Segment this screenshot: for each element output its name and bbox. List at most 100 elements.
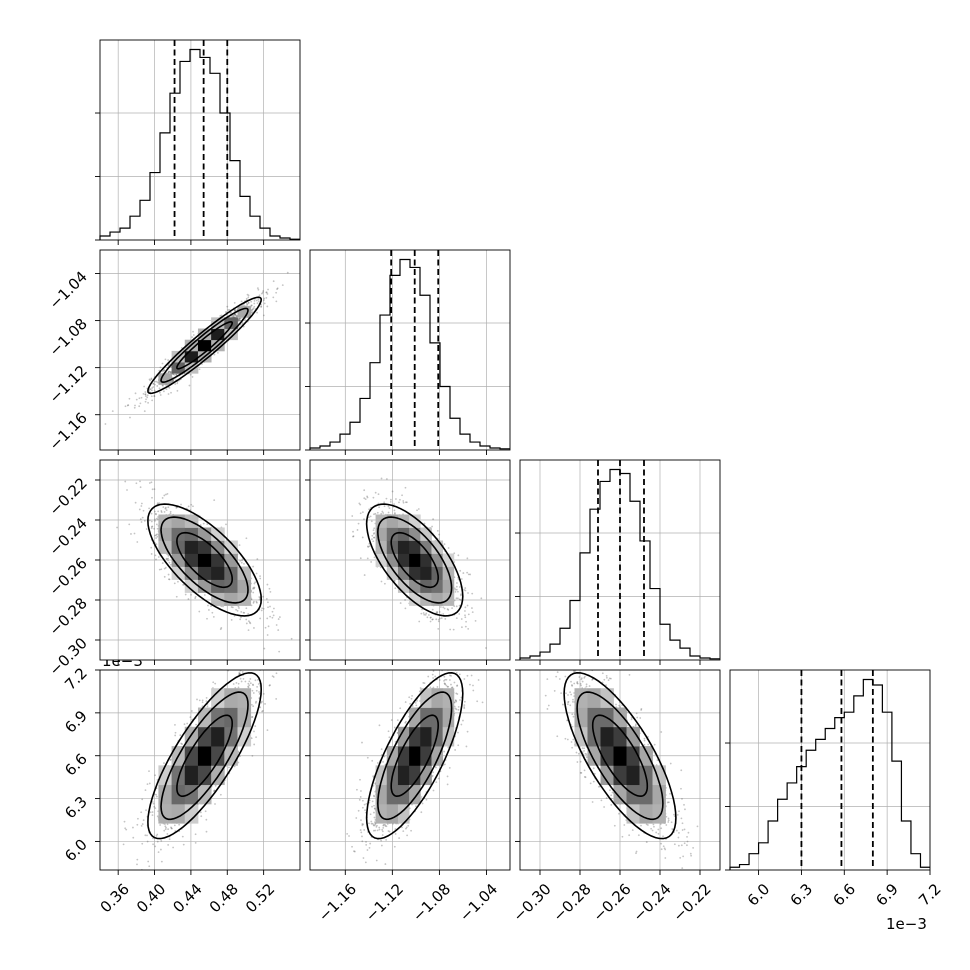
scatter-point (140, 502, 143, 505)
scatter-point (238, 673, 241, 675)
density-cell (409, 553, 421, 567)
scatter-point (192, 505, 194, 508)
scatter-point (130, 533, 132, 535)
scatter-point (234, 309, 237, 312)
scatter-point (417, 508, 420, 510)
scatter-point (190, 593, 192, 596)
scatter-point (464, 589, 467, 592)
density-cell (184, 362, 199, 374)
scatter-point (191, 376, 194, 378)
density-cell (420, 566, 432, 580)
scatter-point (373, 513, 375, 516)
scatter-point (214, 784, 217, 787)
scatter-point (181, 743, 184, 745)
scatter-point (265, 291, 268, 294)
scatter-point (266, 305, 269, 308)
scatter-point (371, 534, 374, 537)
scatter-point (206, 617, 208, 620)
scatter-point (220, 627, 223, 629)
scatter-point (167, 393, 170, 395)
scatter-point (182, 583, 185, 586)
scatter-point (150, 527, 153, 530)
scatter-point (153, 527, 155, 530)
scatter-point (385, 497, 388, 500)
scatter-point (233, 301, 236, 304)
density-cell (237, 579, 252, 593)
scatter-point (159, 394, 162, 396)
scatter-point (165, 557, 168, 560)
scatter-point (149, 388, 152, 391)
scatter-point (205, 830, 208, 833)
scatter-point (455, 585, 458, 588)
scatter-point (135, 398, 138, 401)
scatter-point (151, 389, 153, 392)
scatter-point (247, 294, 250, 297)
scatter-point (247, 663, 249, 665)
scatter-point (150, 525, 153, 528)
scatter-point (278, 616, 281, 618)
scatter-point (373, 556, 376, 559)
scatter-point (231, 606, 234, 609)
density-cell (375, 527, 388, 541)
scatter-point (272, 280, 275, 283)
scatter-point (172, 379, 175, 382)
scatter-point (243, 611, 246, 614)
scatter-point (165, 509, 168, 512)
scatter-point (153, 383, 156, 386)
scatter-point (208, 609, 210, 611)
scatter-point (458, 604, 461, 607)
scatter-point (272, 296, 275, 299)
scatter-point (198, 699, 201, 702)
scatter-point (455, 597, 458, 600)
scatter-point (155, 558, 157, 561)
density-cell (197, 540, 212, 554)
scatter-point (152, 382, 155, 385)
scatter-point (251, 309, 253, 311)
scatter-point (146, 396, 149, 399)
scatter-point (265, 296, 268, 299)
scatter-point (138, 397, 141, 400)
scatter-point (458, 586, 461, 588)
scatter-point (180, 503, 182, 506)
density-cell (171, 362, 186, 374)
scatter-point (242, 677, 245, 680)
density-cell (431, 540, 444, 554)
scatter-point (373, 536, 375, 539)
scatter-point (250, 304, 253, 307)
scatter-point (247, 302, 250, 304)
scatter-point (151, 496, 153, 499)
scatter-point (144, 400, 147, 403)
scatter-point (464, 606, 467, 609)
scatter-point (148, 388, 151, 391)
scatter-point (455, 617, 458, 620)
scatter-point (454, 590, 457, 593)
scatter-point (442, 613, 445, 615)
scatter-point (435, 611, 438, 614)
scatter-point (252, 591, 255, 594)
density-cell (397, 579, 410, 593)
scatter-point (184, 593, 187, 596)
scatter-point (144, 393, 147, 396)
scatter-point (449, 628, 452, 631)
scatter-point (156, 533, 158, 536)
scatter-point (240, 610, 243, 613)
scatter-point (429, 620, 432, 623)
scatter-point (366, 495, 368, 498)
scatter-point (234, 313, 237, 316)
scatter-point (244, 680, 247, 683)
scatter-point (168, 838, 171, 841)
scatter-point (167, 371, 170, 374)
scatter-point (442, 606, 445, 609)
scatter-point (159, 366, 162, 369)
contour-line (390, 531, 440, 589)
scatter-point (256, 287, 259, 290)
scatter-point (255, 299, 258, 302)
scatter-point (464, 625, 467, 628)
scatter-point (167, 553, 169, 556)
scatter-point (440, 617, 443, 620)
scatter-point (176, 389, 179, 392)
scatter-point (192, 330, 194, 333)
scatter-point (202, 522, 205, 525)
scatter-point (148, 378, 151, 381)
scatter-point (167, 506, 170, 509)
